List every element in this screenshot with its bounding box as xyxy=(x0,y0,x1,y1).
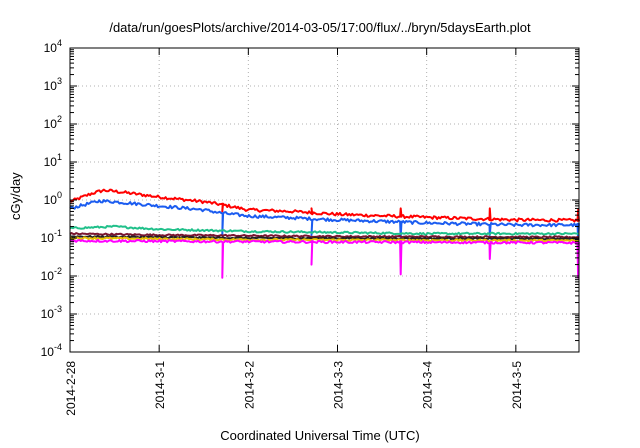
y-tick-label: 101 xyxy=(44,152,62,169)
series-line-2 xyxy=(69,199,580,241)
x-tick-label: 2014-3-1 xyxy=(153,361,167,409)
y-tick-label: 10-3 xyxy=(41,304,62,321)
chart-title: /data/run/goesPlots/archive/2014-03-05/1… xyxy=(109,20,531,35)
y-tick-label: 100 xyxy=(44,190,62,207)
x-tick-label: 2014-3-3 xyxy=(332,361,346,409)
x-tick-label: 2014-3-4 xyxy=(421,361,435,409)
x-tick-label: 2014-3-2 xyxy=(242,361,256,409)
y-tick-label: 103 xyxy=(44,76,62,93)
series-line-1 xyxy=(69,188,580,223)
grid-lines xyxy=(70,48,579,352)
y-tick-labels: 10-4 10-3 10-2 10-1 100 101 102 103 104 xyxy=(41,38,62,359)
y-tick-label: 102 xyxy=(44,114,62,131)
x-axis-label: Coordinated Universal Time (UTC) xyxy=(220,428,420,443)
axis-ticks xyxy=(69,47,579,353)
y-axis-label: cGy/day xyxy=(8,172,23,220)
x-tick-label: 2014-2-28 xyxy=(64,361,78,416)
y-tick-label: 10-2 xyxy=(41,266,62,283)
x-tick-label: 2014-3-5 xyxy=(510,361,524,409)
y-tick-label: 104 xyxy=(44,38,62,55)
y-tick-label: 10-4 xyxy=(41,342,62,359)
series-line-6 xyxy=(69,236,580,243)
plot-frame xyxy=(69,47,580,353)
series-layer xyxy=(69,188,580,279)
series-line-3 xyxy=(69,224,580,236)
series-line-7 xyxy=(69,238,580,279)
x-tick-labels: 2014-2-28 2014-3-1 2014-3-2 2014-3-3 2014-3-… xyxy=(64,361,524,416)
y-tick-label: 10-1 xyxy=(41,228,62,245)
